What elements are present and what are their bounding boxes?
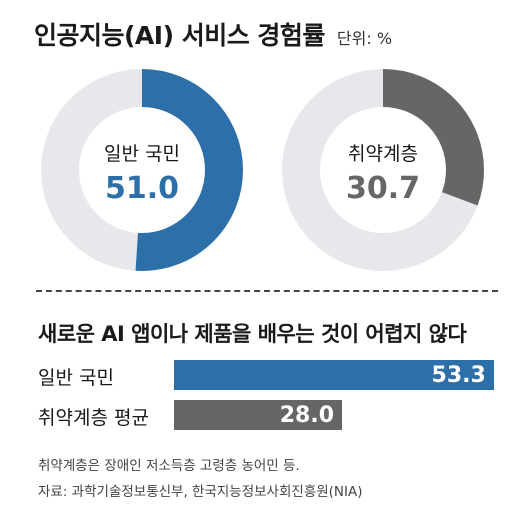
donut-label-general: 일반 국민 <box>104 143 180 165</box>
donut-value-general: 51.0 <box>105 171 179 206</box>
unit-label: 단위: % <box>336 29 393 48</box>
bar-label-vulnerable: 취약계층 평균 <box>38 407 149 429</box>
donut-slice-general <box>41 69 243 271</box>
donut-label-vulnerable: 취약계층 <box>348 143 418 165</box>
bar-value-general: 53.3 <box>431 362 486 388</box>
donut-slice-vulnerable <box>282 69 484 271</box>
bar-vulnerable: 28.0 <box>174 400 342 430</box>
donut-charts: 일반 국민 51.0 취약계층 30.7 <box>41 69 484 271</box>
donut-value-vulnerable: 30.7 <box>346 171 420 206</box>
bar-row-general: 일반 국민 53.3 <box>38 360 500 390</box>
bar-value-vulnerable: 28.0 <box>279 402 334 428</box>
bar-chart-title: 새로운 AI 앱이나 제품을 배우는 것이 어렵지 않다 <box>38 322 467 346</box>
chart-title: 인공지능(AI) 서비스 경험률 <box>34 21 325 50</box>
section-divider <box>36 290 498 292</box>
bar-label-general: 일반 국민 <box>38 367 114 389</box>
bar-row-vulnerable: 취약계층 평균 28.0 <box>38 400 500 430</box>
source-note: 자료: 과학기술정보통신부, 한국지능정보사회진흥원(NIA) <box>38 484 363 500</box>
title-row: 인공지능(AI) 서비스 경험률 단위: % <box>34 16 392 52</box>
bar-general: 53.3 <box>174 360 494 390</box>
footnote: 취약계층은 장애인 저소득층 고령층 농어민 등. <box>38 458 300 474</box>
